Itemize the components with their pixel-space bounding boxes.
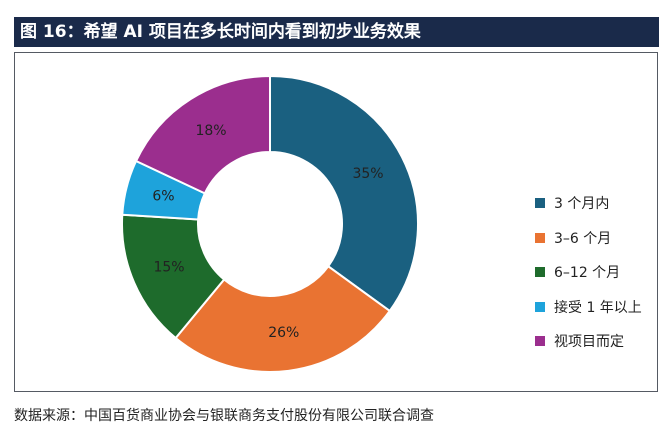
legend-swatch — [535, 301, 545, 312]
slice-value-label: 26% — [268, 325, 299, 341]
chart-frame: 35% 26% 15% 6% 18% 3 个月内 3–6 个月 6–12 个月接受 1 年以… — [14, 52, 658, 392]
donut-slice-2 — [174, 264, 392, 373]
slice-value-label: 15% — [153, 260, 184, 276]
legend-item: 3 个月内 — [535, 195, 672, 212]
source-note: 数据来源：中国百货商业协会与银联商务支付股份有限公司联合调查 — [14, 408, 434, 424]
legend-item: 接受 1 年以上 — [535, 299, 672, 316]
chart-legend: 3 个月内 3–6 个月 6–12 个月接受 1 年以上 视项目而定 — [535, 195, 672, 368]
slice-value-label: 35% — [352, 166, 383, 182]
legend-swatch — [535, 336, 545, 346]
legend-swatch — [535, 232, 545, 243]
chart-title: 图 16：希望 AI 项目在多长时间内看到初步业务效果 — [14, 17, 659, 47]
legend-item: 6–12 个月 — [535, 264, 672, 281]
donut-slice-5 — [134, 74, 271, 195]
slice-value-label: 6% — [152, 189, 174, 205]
legend-label: 视项目而定 — [554, 334, 624, 350]
legend-label: 3 个月内 — [554, 196, 610, 212]
donut-slice-1 — [269, 74, 419, 313]
slice-value-label: 18% — [195, 123, 226, 139]
legend-swatch — [535, 267, 545, 277]
legend-item: 视项目而定 — [535, 333, 672, 350]
legend-label: 6–12 个月 — [554, 265, 621, 281]
donut-chart: 35% 26% 15% 6% 18% — [121, 74, 419, 373]
legend-label: 接受 1 年以上 — [554, 299, 642, 316]
legend-label: 3–6 个月 — [554, 230, 612, 247]
legend-item: 3–6 个月 — [535, 230, 672, 247]
legend-swatch — [535, 198, 545, 208]
